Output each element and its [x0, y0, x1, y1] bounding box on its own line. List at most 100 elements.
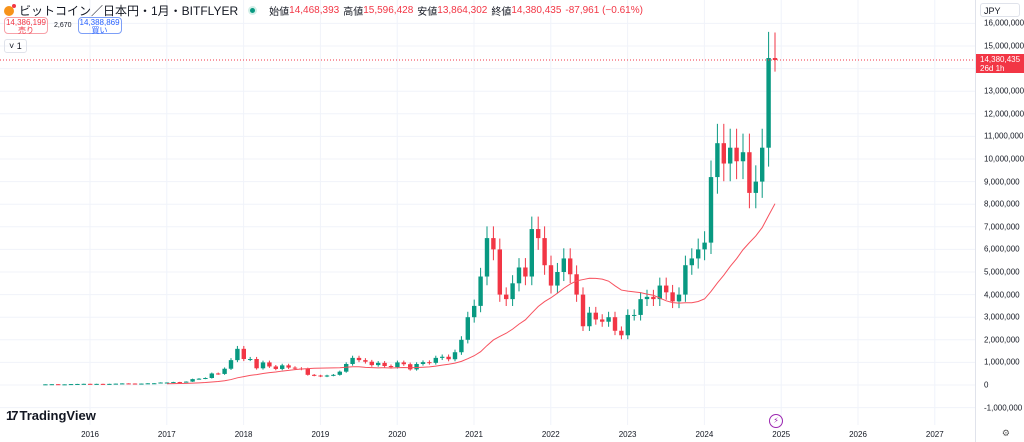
price-chart[interactable] [0, 0, 976, 442]
candle-up [753, 181, 758, 193]
price-axis[interactable]: JPY 16,000,000 15,000,000 13,000,000 12,000… [975, 0, 1024, 442]
candle-down [427, 362, 432, 364]
candle-up [49, 384, 54, 386]
candle-down [536, 229, 541, 239]
price-axis-label: 3,000,000 [984, 312, 1020, 322]
candle-down [446, 356, 451, 360]
candle-down [241, 348, 246, 360]
candle-up [555, 272, 560, 286]
tradingview-logo[interactable]: 17 TradingView [6, 408, 96, 423]
market-status-icon[interactable] [248, 6, 258, 15]
candle-down [593, 312, 598, 320]
candle-down [56, 384, 61, 386]
candle-up [440, 356, 445, 358]
price-axis-label: 11,000,000 [984, 131, 1024, 141]
candle-down [177, 382, 182, 384]
candle-down [286, 365, 291, 368]
sell-button[interactable]: 14,386,199 売り [4, 17, 48, 35]
candle-up [702, 242, 707, 250]
candle-up [75, 383, 80, 385]
candle-down [126, 383, 131, 385]
candle-up [395, 362, 400, 368]
sell-price: 14,386,199 [5, 18, 47, 27]
candle-up [164, 382, 170, 384]
candle-up [760, 147, 765, 182]
bitcoin-icon [4, 3, 16, 16]
candle-up [171, 382, 176, 384]
candle-down [734, 147, 739, 162]
trade-panel: 14,386,199 売り 2,670 14,388,869 買い [4, 17, 122, 35]
time-axis-label: 2018 [234, 430, 253, 439]
open-value: 14,468,393 [289, 5, 340, 16]
candle-up [632, 314, 637, 316]
candle-up [280, 365, 285, 369]
price-axis-label: 0 [984, 380, 989, 390]
time-axis-label: 2022 [541, 430, 560, 439]
candle-up [337, 371, 342, 375]
candle-up [561, 258, 566, 272]
candle-up [260, 362, 266, 369]
candle-down [292, 367, 298, 369]
candle-down [408, 364, 413, 370]
candle-down [100, 383, 106, 385]
candle-down [356, 357, 362, 361]
moving-average-line [166, 203, 776, 385]
candle-down [305, 368, 310, 375]
candle-up [414, 363, 419, 370]
candle-up [638, 299, 643, 315]
lightning-icon[interactable]: ⚡ [769, 414, 783, 428]
currency-label: JPY [984, 6, 1001, 16]
candle-up [152, 383, 157, 385]
candle-up [606, 317, 611, 322]
candle-up [196, 378, 202, 380]
candle-down [542, 238, 547, 266]
candle-up [472, 305, 477, 318]
candle-up [94, 383, 99, 385]
candle-up [184, 381, 189, 383]
candle-up [465, 317, 470, 340]
candle-down [664, 285, 669, 293]
candle-up [420, 362, 426, 364]
candle-down [491, 238, 496, 250]
candle-up [190, 379, 195, 382]
price-axis-label: 5,000,000 [984, 267, 1020, 277]
price-axis-label: 2,000,000 [984, 335, 1020, 345]
candle-down [216, 373, 221, 375]
candle-up [324, 375, 330, 377]
candle-down [88, 383, 93, 385]
currency-select[interactable]: JPY [980, 3, 1020, 17]
price-axis-label: 1,000,000 [984, 357, 1020, 367]
candle-up [516, 267, 522, 284]
candle-down [568, 258, 573, 275]
candle-down [574, 274, 579, 295]
low-label: 安値 [417, 7, 438, 18]
candle-down [382, 362, 387, 367]
tradingview-logo-icon: 17 [6, 408, 19, 423]
indicator-collapse-button[interactable]: ˅ 1 [4, 39, 27, 53]
candle-up [145, 383, 150, 385]
buy-button[interactable]: 14,388,869 買い [77, 17, 122, 35]
price-axis-label: 8,000,000 [984, 199, 1020, 209]
candle-down [504, 294, 509, 300]
candle-up [344, 363, 349, 372]
time-axis-label: 2020 [388, 430, 407, 439]
symbol-title[interactable]: ビットコイン／日本円・1月・BITFLYER [19, 4, 239, 18]
candle-up [478, 276, 483, 306]
candle-up [235, 348, 240, 361]
settings-icon[interactable]: ⚙ [1001, 428, 1010, 438]
candle-up [43, 384, 48, 386]
candle-up [715, 143, 720, 178]
candle-down [580, 294, 586, 327]
candle-down [388, 366, 394, 368]
symbol-header: ビットコイン／日本円・1月・BITFLYER 始値 14,468,393 高値 15… [4, 2, 643, 19]
price-axis-label: 12,000,000 [984, 109, 1024, 119]
candle-up [120, 383, 125, 385]
candle-up [62, 384, 67, 386]
open-label: 始値 [269, 7, 290, 18]
candle-up [68, 384, 74, 386]
candle-up [657, 285, 662, 300]
price-axis-label: 6,000,000 [984, 244, 1020, 254]
candle-down [523, 267, 528, 277]
time-axis-label: 2026 [849, 430, 867, 439]
candle-down [651, 296, 656, 300]
